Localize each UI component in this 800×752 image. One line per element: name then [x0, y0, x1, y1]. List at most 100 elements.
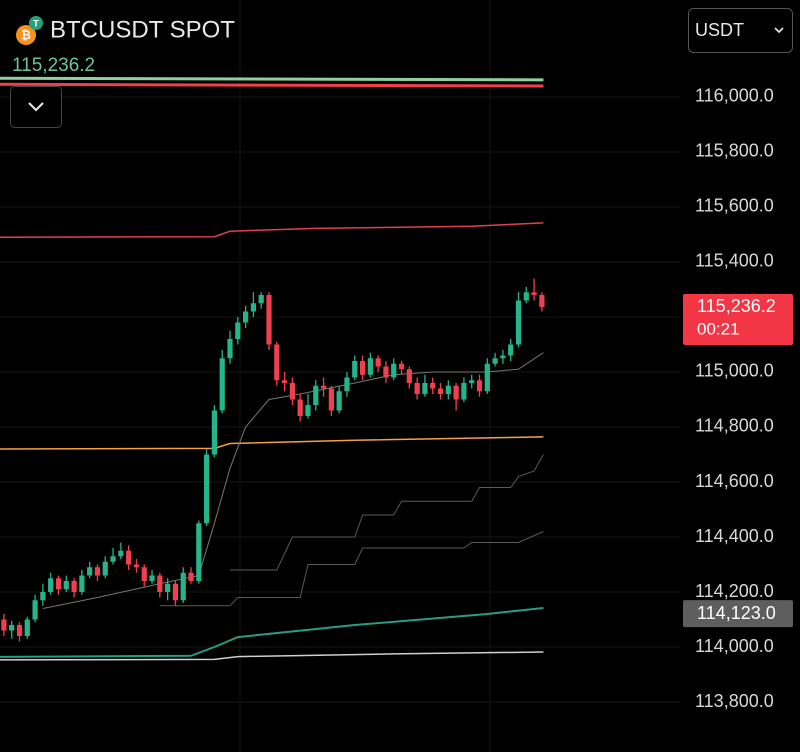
y-tick-label: 114,600.0 [695, 471, 774, 491]
candle-body [196, 523, 202, 582]
candle-body [422, 382, 428, 394]
svg-text:T: T [33, 18, 39, 28]
candle-body [383, 366, 389, 378]
candle-body [71, 581, 77, 593]
indicator-line [0, 82, 544, 88]
candle-body [243, 311, 249, 323]
candle-body [328, 388, 334, 411]
symbol-icon: ₿ T [16, 16, 43, 45]
y-tick-label: 115,400.0 [695, 251, 774, 271]
candle-body [445, 385, 451, 394]
candle-body [305, 404, 311, 416]
indicators [0, 76, 544, 661]
candle-body [110, 556, 116, 562]
last-price-tag-label: 115,236.2 [697, 296, 776, 316]
candle-body [94, 567, 101, 576]
candle-body [484, 363, 490, 392]
y-tick-label: 115,000.0 [695, 361, 774, 381]
candle-body [188, 572, 194, 582]
countdown: 00:21 [697, 320, 740, 339]
candle-body [398, 363, 405, 370]
candle-body [235, 322, 241, 339]
candle-body [258, 294, 264, 304]
candle-body [492, 358, 498, 364]
candle-body [461, 382, 467, 400]
currency-select[interactable]: USDT [688, 8, 793, 53]
candle-body [165, 583, 171, 593]
candle-body [227, 338, 233, 359]
candle-body [320, 385, 327, 389]
candle-body [250, 303, 256, 312]
candle-body [406, 369, 412, 383]
candle-body [297, 399, 303, 416]
candle-body [313, 385, 319, 405]
candle-body [539, 294, 545, 308]
candle-body [289, 382, 295, 400]
candle-body [48, 578, 54, 593]
candle-body [172, 583, 179, 601]
candle-body [266, 294, 272, 345]
candle-body [32, 600, 38, 620]
candle-body [149, 575, 155, 582]
candle-body [87, 567, 93, 576]
candle-body [336, 391, 342, 411]
candle-body [500, 355, 506, 359]
price-tags: 115,236.2 00:21 114,123.0 [683, 294, 793, 628]
candle-body [531, 292, 537, 295]
candle-body [204, 454, 210, 524]
y-tick-label: 114,400.0 [695, 526, 774, 546]
candle-body [523, 292, 529, 301]
indicator-line [0, 651, 544, 661]
candle-body [281, 380, 288, 383]
candle-body [126, 550, 132, 565]
candle-body [367, 358, 373, 375]
candle-body [79, 575, 85, 593]
candle-body [157, 575, 163, 593]
candles [1, 278, 545, 642]
candle-body [102, 561, 108, 576]
y-tick-label: 116,000.0 [695, 86, 774, 106]
candle-body [219, 358, 225, 411]
symbol-title: BTCUSDT SPOT [50, 16, 235, 43]
candle-body [55, 578, 62, 590]
indicator-line [0, 76, 544, 82]
y-tick-label: 115,600.0 [695, 196, 774, 216]
candle-body [40, 592, 46, 601]
last-price: 115,236.2 [12, 55, 95, 76]
last-price-tag [683, 294, 793, 346]
candle-body [359, 360, 366, 375]
candle-body [274, 344, 280, 381]
candle-body [375, 358, 381, 367]
collapse-button[interactable] [10, 86, 62, 128]
candle-body [453, 385, 459, 400]
candle-body [352, 360, 358, 378]
candle-body [437, 388, 444, 394]
candle-body [476, 380, 483, 392]
candle-body [141, 567, 147, 582]
candle-body [24, 619, 30, 637]
marker-price-tag-label: 114,123.0 [697, 603, 776, 623]
y-tick-label: 114,800.0 [695, 416, 774, 436]
indicator-line [0, 222, 544, 238]
indicator-line [0, 607, 544, 658]
y-tick-label: 113,800.0 [695, 691, 774, 711]
indicator-line [230, 454, 544, 571]
indicator-line [0, 436, 544, 450]
y-tick-label: 115,800.0 [695, 141, 774, 161]
candle-body [211, 410, 218, 455]
currency-label: USDT [695, 20, 744, 40]
candle-body [414, 382, 420, 394]
marker-price-tag [683, 600, 793, 628]
candle-body [133, 564, 140, 568]
candle-body [515, 300, 522, 345]
indicator-line [159, 531, 544, 607]
y-tick-label: 114,000.0 [695, 636, 774, 656]
candle-body [9, 625, 15, 631]
candle-body [391, 363, 397, 378]
candle-body [430, 382, 436, 389]
candle-body [180, 572, 186, 601]
candle-body [344, 377, 350, 392]
